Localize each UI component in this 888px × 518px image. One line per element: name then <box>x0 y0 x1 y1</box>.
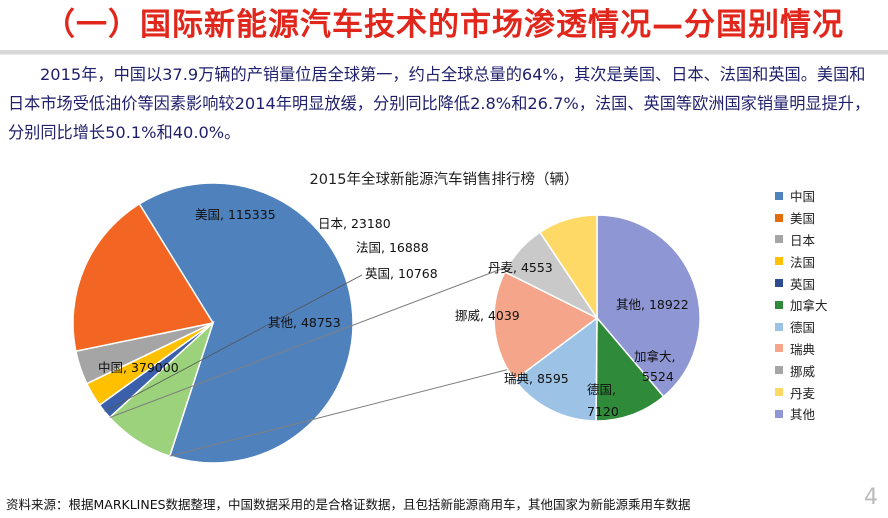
legend-swatch <box>775 366 783 375</box>
secondary-pie-slice-3 <box>493 270 599 381</box>
legend-item-7: 瑞典 <box>775 338 875 360</box>
legend-item-10: 其他 <box>775 403 875 425</box>
data-label-secondary-5: 丹麦, 4553 <box>488 260 553 275</box>
data-label-main-2: 日本, 23180 <box>318 216 391 231</box>
main-pie-slice-1 <box>72 202 215 353</box>
title-divider <box>0 50 888 54</box>
data-label-main-3: 法国, 16888 <box>356 240 429 255</box>
legend-swatch <box>775 409 783 418</box>
legend-item-4: 英国 <box>775 272 875 294</box>
legend-label: 中国 <box>790 189 816 205</box>
data-label-secondary-1b: 5524 <box>642 369 674 384</box>
data-label-secondary-2b: 7120 <box>587 404 619 419</box>
secondary-pie-slice-1 <box>595 315 665 422</box>
legend-item-8: 挪威 <box>775 359 875 381</box>
legend-label: 英国 <box>790 276 816 292</box>
legend-swatch <box>775 344 783 353</box>
leader-line-uk <box>104 274 363 412</box>
data-label-main-1: 美国, 115335 <box>195 207 276 222</box>
main-pie-slice-0 <box>138 182 354 464</box>
legend-item-1: 美国 <box>775 207 875 229</box>
legend-label: 加拿大 <box>790 298 828 314</box>
legend-label: 瑞典 <box>790 341 816 357</box>
chart-legend: 中国美国日本法国英国加拿大德国瑞典挪威丹麦其他 <box>775 185 875 425</box>
data-label-secondary-0: 其他, 18922 <box>616 297 689 312</box>
legend-item-0: 中国 <box>775 185 875 207</box>
legend-swatch <box>775 257 783 266</box>
legend-item-3: 法国 <box>775 250 875 272</box>
legend-label: 法国 <box>790 254 816 270</box>
page-title: （一）国际新能源汽车技术的市场渗透情况—分国别情况 <box>44 7 844 43</box>
data-label-secondary-3: 瑞典, 8595 <box>504 371 569 386</box>
page-number: 4 <box>864 485 878 510</box>
data-label-secondary-2a: 德国, <box>587 382 616 397</box>
legend-swatch <box>775 279 783 288</box>
legend-label: 其他 <box>790 407 816 423</box>
data-label-main-0: 中国, 379000 <box>98 360 179 375</box>
legend-item-9: 丹麦 <box>775 381 875 403</box>
legend-label: 挪威 <box>790 363 816 379</box>
legend-swatch <box>775 213 783 222</box>
legend-label: 美国 <box>790 211 816 227</box>
connector-line-bottom <box>169 369 508 457</box>
data-label-secondary-1a: 加拿大, <box>634 349 675 364</box>
title-divider-shadow <box>0 54 888 55</box>
legend-swatch <box>775 191 783 200</box>
secondary-pie-slice-5 <box>538 214 598 321</box>
legend-swatch <box>775 235 783 244</box>
data-label-secondary-4: 挪威, 4039 <box>455 308 520 323</box>
data-label-main-4: 英国, 10768 <box>365 266 438 281</box>
legend-item-5: 加拿大 <box>775 294 875 316</box>
legend-swatch <box>775 300 783 309</box>
legend-swatch <box>775 322 783 331</box>
chart-title: 2015年全球新能源汽车销售排行榜（辆） <box>309 172 579 188</box>
legend-label: 日本 <box>790 232 816 248</box>
legend-label: 丹麦 <box>790 385 816 401</box>
source-note: 资料来源：根据MARKLINES数据整理，中国数据采用的是合格证数据，且包括新能… <box>6 497 691 512</box>
legend-label: 德国 <box>790 320 816 336</box>
data-label-main-5: 其他, 48753 <box>268 315 341 330</box>
secondary-pie-slice-2 <box>513 316 598 422</box>
intro-paragraph: 2015年，中国以37.9万辆的产销量位居全球第一，约占全球总量的64%，其次是… <box>8 65 871 142</box>
secondary-pie-slice-0 <box>596 214 701 398</box>
legend-swatch <box>775 388 783 397</box>
legend-item-6: 德国 <box>775 316 875 338</box>
legend-item-2: 日本 <box>775 229 875 251</box>
connector-line-top <box>109 266 508 418</box>
